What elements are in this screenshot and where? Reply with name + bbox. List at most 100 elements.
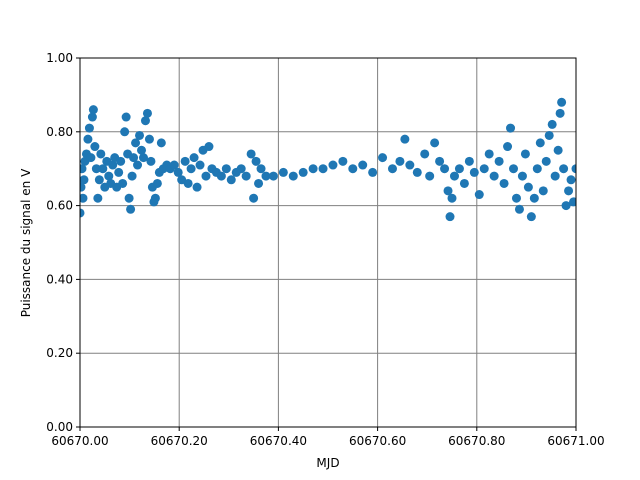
point — [114, 167, 124, 177]
y-tick-label: 0.40 — [46, 272, 73, 286]
point — [328, 160, 338, 170]
point — [425, 171, 435, 181]
y-tick-label: 1.00 — [46, 51, 73, 65]
point — [571, 164, 576, 174]
point — [87, 112, 97, 122]
point — [93, 193, 103, 203]
point — [566, 175, 576, 185]
point — [236, 164, 246, 174]
point — [474, 190, 484, 200]
point — [469, 167, 479, 177]
point — [189, 153, 199, 163]
point — [514, 204, 524, 214]
point — [378, 153, 388, 163]
point — [251, 156, 261, 166]
point — [557, 97, 567, 107]
y-tick-label: 0.00 — [46, 420, 73, 434]
x-tick-label: 60670.60 — [349, 434, 406, 448]
point — [387, 164, 397, 174]
point — [506, 123, 516, 133]
point — [183, 178, 193, 188]
point — [146, 156, 156, 166]
plot-frame — [79, 57, 577, 428]
x-tick-label: 60670.00 — [51, 434, 108, 448]
point — [532, 164, 542, 174]
point — [131, 138, 141, 148]
point — [118, 178, 128, 188]
point — [135, 130, 145, 140]
point — [249, 193, 259, 203]
x-axis-label: MJD — [316, 456, 339, 470]
point — [523, 182, 533, 192]
y-tick-label: 0.20 — [46, 346, 73, 360]
point — [94, 175, 104, 185]
point — [186, 164, 196, 174]
point — [368, 167, 378, 177]
point — [241, 171, 251, 181]
point — [550, 171, 560, 181]
point — [126, 204, 136, 214]
point — [338, 156, 348, 166]
point — [80, 182, 86, 192]
point — [180, 156, 190, 166]
point — [129, 153, 139, 163]
point — [246, 149, 256, 159]
point — [80, 193, 88, 203]
point — [91, 164, 101, 174]
point — [454, 164, 464, 174]
y-tick-label: 0.60 — [46, 199, 73, 213]
point — [127, 171, 137, 181]
point — [443, 186, 453, 196]
points — [80, 97, 576, 222]
point — [348, 164, 358, 174]
point — [459, 178, 469, 188]
point — [90, 142, 100, 152]
point — [150, 193, 160, 203]
point — [503, 142, 513, 152]
point — [144, 134, 154, 144]
point — [538, 186, 548, 196]
point — [261, 171, 271, 181]
point — [553, 145, 563, 155]
point — [156, 138, 166, 148]
point — [547, 119, 557, 129]
y-tick-label: 0.80 — [46, 125, 73, 139]
point — [308, 164, 318, 174]
point — [256, 164, 266, 174]
point — [80, 164, 87, 174]
point — [116, 156, 126, 166]
point — [395, 156, 405, 166]
point — [520, 149, 530, 159]
point — [541, 156, 551, 166]
point — [564, 186, 574, 196]
point — [152, 178, 162, 188]
point — [80, 175, 89, 185]
point — [88, 105, 98, 115]
point — [440, 164, 450, 174]
point — [526, 212, 536, 222]
point — [98, 164, 108, 174]
point — [544, 130, 554, 140]
point — [137, 145, 147, 155]
point — [124, 193, 134, 203]
point — [559, 164, 569, 174]
point — [169, 160, 179, 170]
point — [254, 178, 264, 188]
point — [499, 178, 509, 188]
point — [195, 160, 205, 170]
point — [430, 138, 440, 148]
point — [133, 160, 143, 170]
point — [529, 193, 539, 203]
x-tick-label: 60670.40 — [250, 434, 307, 448]
x-tick-label: 60670.20 — [151, 434, 208, 448]
point — [142, 108, 152, 118]
point — [489, 171, 499, 181]
point — [511, 193, 521, 203]
point — [104, 171, 114, 181]
point — [80, 208, 85, 218]
point — [138, 153, 148, 163]
point — [83, 134, 93, 144]
point — [509, 164, 519, 174]
point — [405, 160, 415, 170]
point — [204, 142, 214, 152]
